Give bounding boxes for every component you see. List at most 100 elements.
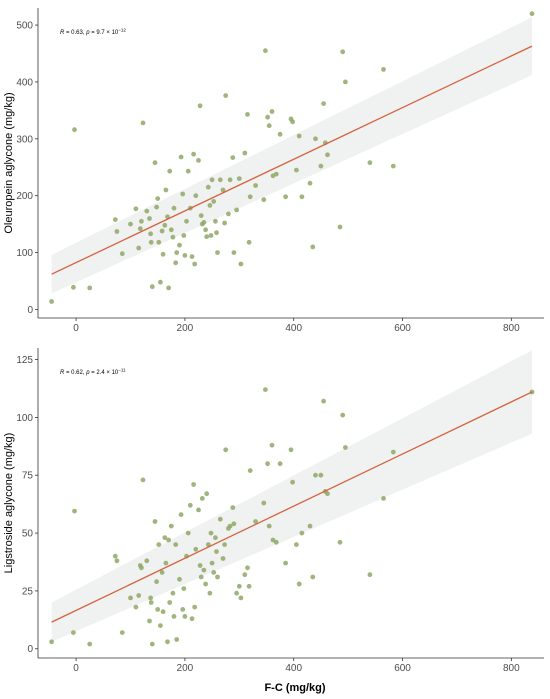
data-point	[162, 535, 168, 541]
r-value: = 0.62,	[64, 370, 86, 376]
data-point	[223, 93, 229, 98]
data-point	[211, 570, 217, 575]
data-point	[325, 491, 330, 497]
data-point	[160, 251, 166, 257]
data-point	[160, 609, 166, 615]
confidence-band	[51, 350, 533, 642]
data-point	[231, 250, 237, 256]
data-point	[144, 558, 150, 564]
data-point	[223, 447, 229, 453]
data-point	[381, 67, 386, 72]
data-point	[230, 155, 236, 161]
data-point	[197, 103, 203, 109]
data-point	[337, 539, 343, 545]
data-point	[196, 158, 201, 163]
data-point	[245, 112, 250, 117]
data-point	[174, 637, 180, 642]
data-point	[166, 537, 172, 543]
chart-panel-2: 0 200 400 600 800 0 25 50 75 100 125 Ligstroside ag…	[3, 348, 544, 674]
data-point	[168, 227, 174, 233]
y-tick-label: 400	[16, 77, 33, 88]
r-label: R	[60, 370, 65, 376]
data-point	[265, 461, 270, 467]
data-point	[227, 523, 233, 529]
data-point	[137, 226, 143, 232]
data-point	[185, 168, 191, 174]
data-point	[173, 260, 179, 266]
data-point	[139, 218, 144, 224]
data-point	[340, 412, 346, 418]
data-points	[49, 387, 535, 647]
data-point	[263, 387, 268, 392]
data-point	[299, 194, 305, 200]
data-point	[204, 491, 210, 497]
data-point	[181, 586, 187, 591]
data-point	[318, 472, 324, 478]
x-axis-title: F-C (mg/kg)	[264, 682, 326, 694]
data-point	[170, 234, 176, 240]
data-point	[199, 496, 205, 501]
correlation-annotation: R = 0.62, p = 2.4 × 10−11	[60, 368, 126, 377]
x-tick-label: 600	[394, 663, 411, 674]
data-point	[288, 447, 294, 453]
data-point	[171, 614, 177, 619]
p-label: p	[85, 370, 90, 376]
data-point	[321, 101, 326, 106]
data-point	[529, 11, 535, 17]
p-value: = 9.7 × 10	[90, 30, 119, 36]
data-point	[155, 196, 161, 202]
data-point	[266, 523, 272, 529]
y-tick-label: 500	[16, 21, 33, 32]
data-point	[266, 123, 272, 129]
data-point	[242, 572, 248, 578]
x-tick-label: 200	[177, 663, 194, 674]
data-point	[318, 163, 324, 169]
data-point	[245, 565, 250, 571]
data-point	[325, 152, 330, 158]
data-point	[313, 136, 318, 142]
data-point	[211, 199, 217, 204]
data-point	[230, 505, 236, 510]
data-point	[167, 600, 173, 605]
data-point	[236, 176, 242, 182]
data-point	[192, 604, 198, 610]
p-exponent: −12	[118, 28, 126, 33]
x-tick-label: 400	[285, 663, 302, 674]
data-point	[87, 641, 93, 647]
y-tick-label: 100	[16, 248, 33, 259]
data-point	[87, 285, 93, 291]
data-point	[226, 211, 231, 217]
x-tick-label: 800	[503, 663, 520, 674]
data-point	[242, 150, 248, 156]
data-point	[261, 197, 267, 203]
data-point	[203, 581, 209, 587]
data-point	[193, 193, 199, 199]
data-point	[390, 449, 396, 455]
data-point	[192, 261, 198, 267]
data-point	[214, 549, 219, 554]
data-point	[213, 218, 218, 224]
data-point	[182, 253, 188, 258]
data-point	[340, 49, 346, 55]
shared-x-axis-title: F-C (mg/kg)	[0, 678, 550, 696]
y-axis-title: Oleuropein aglycone (mg/kg)	[3, 92, 15, 233]
data-point	[154, 579, 160, 585]
data-point	[184, 218, 189, 224]
data-point	[263, 48, 268, 54]
data-point	[203, 227, 209, 233]
x-tick-label: 600	[394, 323, 411, 334]
regression-line	[51, 391, 533, 623]
data-point	[204, 234, 210, 240]
data-point	[166, 285, 172, 291]
data-point	[283, 560, 288, 566]
y-tick-label: 0	[27, 305, 33, 316]
y-tick-label: 75	[22, 471, 34, 482]
data-point	[231, 521, 237, 527]
data-point	[156, 542, 162, 547]
data-point	[163, 560, 169, 566]
data-point	[49, 639, 54, 645]
data-point	[196, 507, 201, 513]
data-point	[207, 590, 213, 596]
x-tick-label: 0	[73, 323, 79, 334]
y-tick-label: 0	[27, 644, 33, 655]
